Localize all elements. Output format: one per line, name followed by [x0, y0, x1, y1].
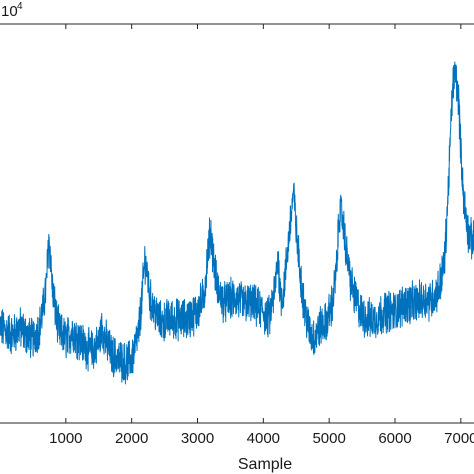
- x-axis-label: Sample: [238, 456, 292, 473]
- x-tick-label: 6000: [378, 430, 411, 447]
- x-tick-label: 1000: [49, 430, 82, 447]
- y-exponent-power: 4: [17, 1, 23, 12]
- x-tick-label: 2000: [115, 430, 148, 447]
- x-tick-label: 7000: [444, 430, 474, 447]
- series-line: [0, 61, 474, 385]
- x-tick-label: 3000: [181, 430, 214, 447]
- series-layer: [0, 61, 474, 385]
- x-tick-label: 4000: [247, 430, 280, 447]
- x-tick-label: 5000: [312, 430, 345, 447]
- y-exponent-label: 10: [1, 3, 18, 20]
